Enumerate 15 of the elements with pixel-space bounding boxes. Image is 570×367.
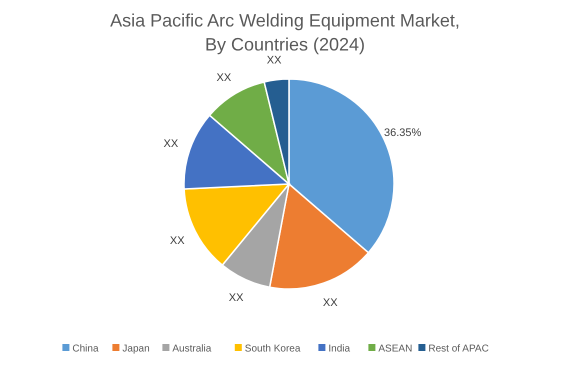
chart-title: Asia Pacific Arc Welding Equipment Market, By Countries (2024) (110, 10, 460, 54)
legend-label: South Korea (244, 344, 301, 354)
data-label: XX (228, 292, 244, 304)
legend-label: Japan (122, 344, 150, 354)
data-label: XX (322, 296, 338, 309)
data-label: XX (170, 234, 186, 247)
data-label: XX (216, 72, 232, 84)
legend-label: Rest of APAC (428, 344, 489, 354)
data-label: XX (164, 138, 179, 150)
legend-label: India (328, 344, 351, 354)
data-label: 36.35% (384, 126, 422, 139)
legend-label: ASEAN (378, 344, 412, 354)
data-label: XX (266, 54, 282, 67)
legend-label: China (72, 344, 99, 354)
legend-label: Australia (172, 344, 212, 354)
